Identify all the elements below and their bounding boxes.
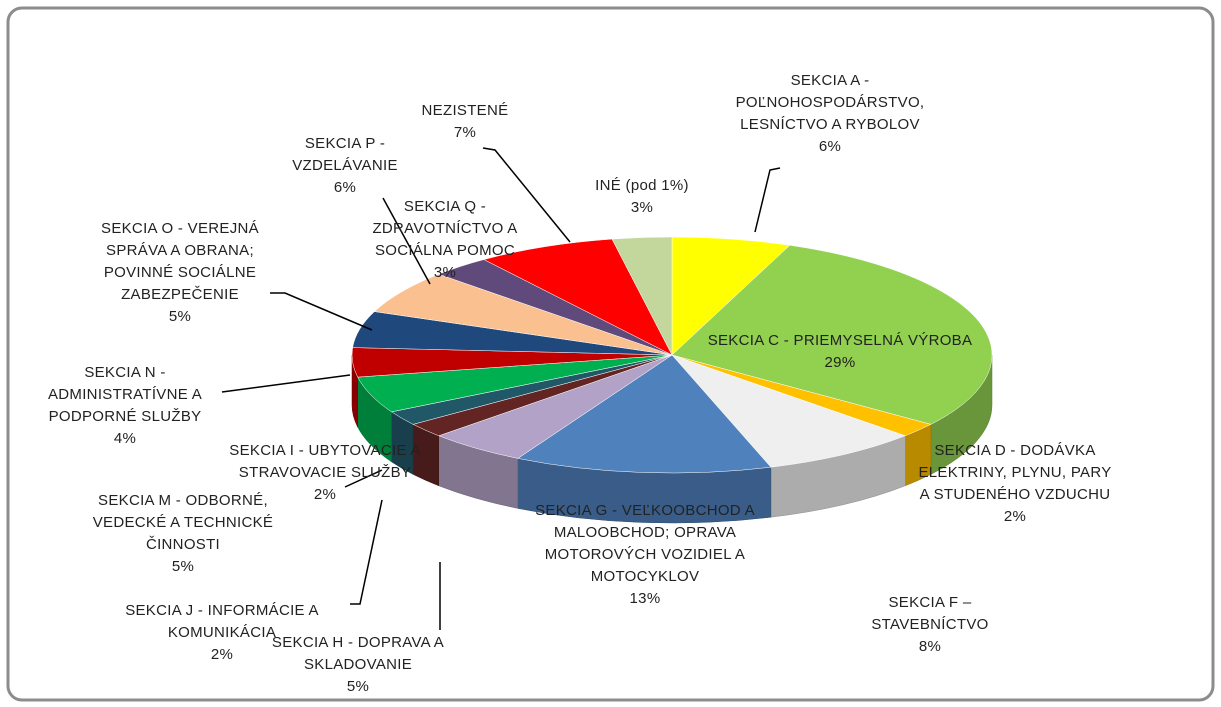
- category-label: SEKCIA H - DOPRAVA A SKLADOVANIE: [271, 634, 445, 673]
- category-label: SEKCIA D - DODÁVKA ELEKTRINY, PLYNU, PAR…: [918, 442, 1112, 503]
- value-label: 3%: [433, 264, 457, 281]
- data-label: SEKCIA C - PRIEMYSELNÁ VÝROBA 29%: [705, 330, 975, 374]
- leader-line: [221, 374, 351, 393]
- value-label: 6%: [333, 179, 357, 196]
- data-label: SEKCIA N - ADMINISTRATÍVNE A PODPORNÉ SL…: [20, 362, 230, 450]
- category-label: SEKCIA C - PRIEMYSELNÁ VÝROBA: [707, 332, 973, 349]
- data-label: SEKCIA I - UBYTOVACIE A STRAVOVACIE SLUŽ…: [210, 440, 440, 506]
- value-label: 3%: [630, 199, 654, 216]
- value-label: 2%: [313, 486, 337, 503]
- value-label: 4%: [113, 430, 137, 447]
- leader-line: [270, 292, 373, 331]
- slice: [611, 236, 673, 356]
- category-label: SEKCIA I - UBYTOVACIE A STRAVOVACIE SLUŽ…: [229, 442, 421, 481]
- data-label: SEKCIA D - DODÁVKA ELEKTRINY, PLYNU, PAR…: [915, 440, 1115, 528]
- data-label: SEKCIA Q - ZDRAVOTNÍCTVO A SOCIÁLNA POMO…: [358, 196, 533, 284]
- value-label: 6%: [818, 138, 842, 155]
- value-label: 8%: [918, 638, 942, 655]
- category-label: SEKCIA O - VEREJNÁ SPRÁVA A OBRANA; POVI…: [101, 220, 259, 303]
- category-label: SEKCIA G - VEĽKOOBCHOD A MALOOBCHOD; OPR…: [535, 502, 755, 585]
- slice: [671, 236, 791, 356]
- leader-line: [350, 499, 383, 605]
- category-label: SEKCIA F – STAVEBNÍCTVO: [871, 594, 989, 633]
- data-label: SEKCIA F – STAVEBNÍCTVO 8%: [855, 592, 1005, 658]
- slice: [483, 238, 673, 356]
- data-label: SEKCIA O - VEREJNÁ SPRÁVA A OBRANA; POVI…: [73, 218, 288, 328]
- data-label: SEKCIA M - ODBORNÉ, VEDECKÉ A TECHNICKÉ …: [68, 490, 298, 578]
- value-label: 2%: [1003, 508, 1027, 525]
- slice: [517, 354, 772, 474]
- slice: [373, 273, 673, 356]
- leader-line: [382, 197, 431, 285]
- data-label: SEKCIA A - POĽNOHOSPODÁRSTVO, LESNÍCTVO …: [730, 70, 930, 158]
- value-label: 7%: [453, 124, 477, 141]
- value-label: 5%: [346, 678, 370, 695]
- data-label: SEKCIA J - INFORMÁCIE A KOMUNIKÁCIA 2%: [87, 600, 357, 666]
- category-label: SEKCIA J - INFORMÁCIE A KOMUNIKÁCIA: [125, 602, 319, 641]
- data-label: SEKCIA G - VEĽKOOBCHOD A MALOOBCHOD; OPR…: [510, 500, 780, 610]
- category-label: SEKCIA P - VZDELÁVANIE: [292, 135, 398, 174]
- value-label: 2%: [210, 646, 234, 663]
- leader-line: [754, 167, 781, 233]
- category-label: SEKCIA M - ODBORNÉ, VEDECKÉ A TECHNICKÉ …: [92, 492, 274, 553]
- data-label: NEZISTENÉ 7%: [405, 100, 525, 144]
- pie: [351, 236, 993, 524]
- leader-line: [482, 147, 571, 243]
- value-label: 13%: [629, 590, 661, 607]
- value-label: 5%: [171, 558, 195, 575]
- data-label: SEKCIA P - VZDELÁVANIE 6%: [283, 133, 408, 199]
- slice: [671, 245, 993, 425]
- data-label: INÉ (pod 1%) 3%: [577, 175, 707, 219]
- category-label: SEKCIA A - POĽNOHOSPODÁRSTVO, LESNÍCTVO …: [735, 72, 925, 133]
- value-label: 5%: [168, 308, 192, 325]
- value-label: 29%: [824, 354, 856, 371]
- category-label: SEKCIA N - ADMINISTRATÍVNE A PODPORNÉ SL…: [47, 364, 202, 425]
- category-label: NEZISTENÉ: [421, 102, 509, 119]
- leader-line: [344, 469, 383, 488]
- category-label: SEKCIA Q - ZDRAVOTNÍCTVO A SOCIÁLNA POMO…: [372, 198, 518, 259]
- data-label: SEKCIA H - DOPRAVA A SKLADOVANIE 5%: [243, 632, 473, 698]
- leader-lines: [221, 147, 781, 630]
- category-label: INÉ (pod 1%): [595, 177, 689, 194]
- slice: [671, 354, 906, 468]
